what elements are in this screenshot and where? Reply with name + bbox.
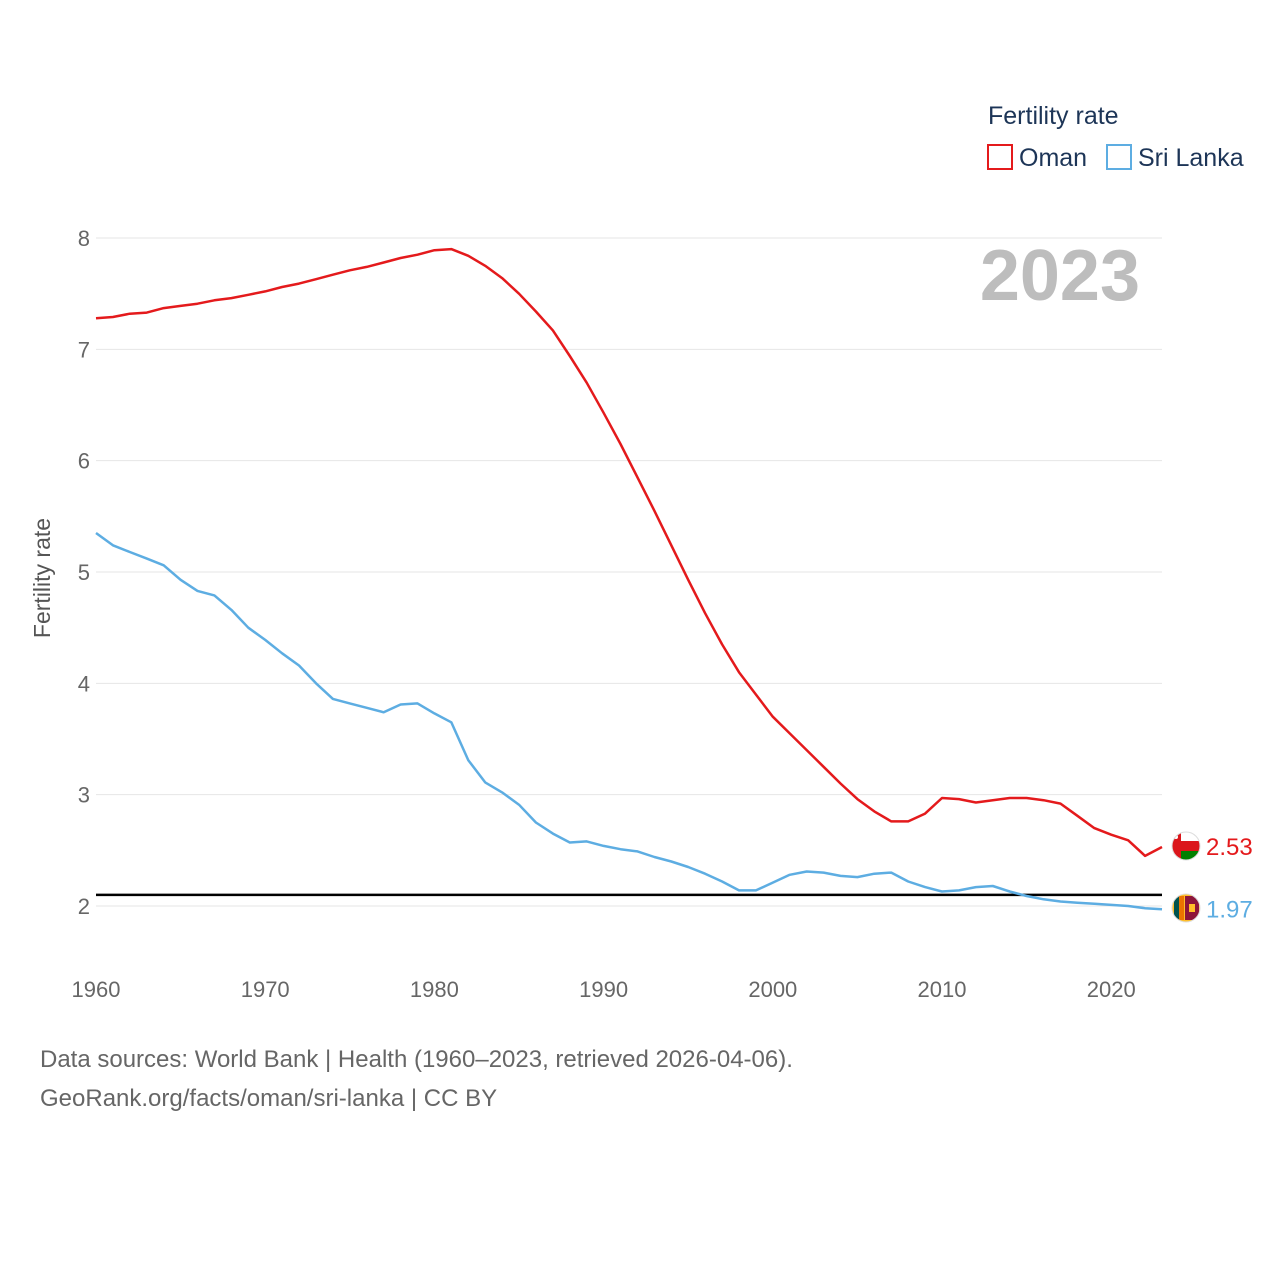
sri-lanka-flag-icon [1172,894,1200,922]
legend-title: Fertility rate [988,102,1119,130]
end-value-label-oman: 2.53 [1206,834,1253,861]
end-value-label-sri-lanka: 1.97 [1206,896,1253,923]
credit-link[interactable]: GeoRank.org/facts/oman/sri-lanka | CC BY [40,1085,498,1112]
y-tick-label: 7 [78,337,90,362]
legend-item-oman[interactable]: Oman [987,144,1087,172]
series-line-sri-lanka[interactable] [95,531,1163,911]
current-year-label: 2023 [980,236,1140,316]
x-tick-label: 1990 [579,977,628,1002]
y-tick-label: 5 [78,560,90,585]
y-tick-label: 6 [78,449,90,474]
y-axis-ticks: 2 3 4 5 6 7 8 [78,226,90,919]
x-tick-label: 1970 [241,977,290,1002]
data-source-note: Data sources: World Bank | Health (1960–… [40,1046,793,1073]
legend-item-sri-lanka[interactable]: Sri Lanka [1106,144,1244,172]
series-lines [95,247,1163,911]
legend-label-oman: Oman [1019,144,1087,172]
series-line-oman[interactable] [95,247,1163,858]
x-tick-label: 1960 [72,977,121,1002]
legend-label-sri-lanka: Sri Lanka [1138,144,1244,172]
gridlines [96,237,1162,907]
y-axis-label: Fertility rate [29,518,55,638]
x-tick-label: 2020 [1087,977,1136,1002]
legend-swatch-oman [987,144,1013,170]
x-tick-label: 2000 [748,977,797,1002]
y-tick-label: 4 [78,671,90,696]
x-tick-label: 1980 [410,977,459,1002]
y-tick-label: 8 [78,226,90,251]
oman-flag-icon [1172,832,1200,860]
legend-swatch-sri-lanka [1106,144,1132,170]
y-tick-label: 3 [78,783,90,808]
end-labels: 2.53 1.97 [1206,834,1253,923]
y-tick-label: 2 [78,894,90,919]
sri-lanka-flag-border [1171,893,1201,923]
x-tick-label: 2010 [918,977,967,1002]
legend[interactable]: Fertility rate Oman Sri Lanka [987,102,1244,172]
x-axis-ticks: 1960 1970 1980 1990 2000 2010 2020 [72,977,1136,1002]
oman-flag-border [1171,831,1201,861]
